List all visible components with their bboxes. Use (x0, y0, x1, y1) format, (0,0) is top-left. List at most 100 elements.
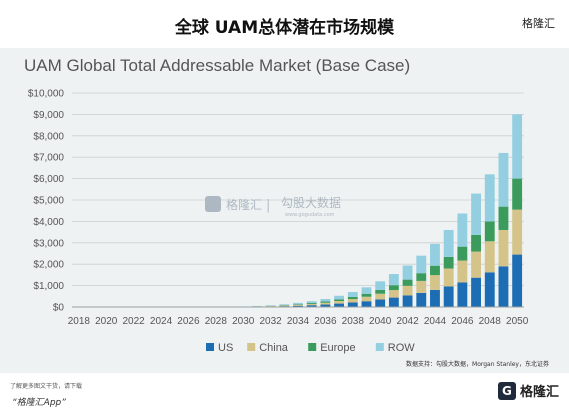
x-tick-label: 2042 (396, 316, 419, 327)
bar-europe-2034 (293, 304, 303, 305)
x-tick-label: 2024 (150, 316, 173, 327)
bar-chart: $0 $1,000 $2,000 $3,000 $4,000 $5,000 $6,000 $7… (28, 89, 529, 355)
bar-row-2038 (347, 292, 358, 297)
x-tick-label: 2038 (342, 316, 365, 327)
bar-row-2047 (471, 193, 481, 235)
bar-us-2050 (512, 254, 523, 307)
chart-panel: UAM Global Total Addressable Market (Bas… (0, 48, 569, 373)
bar-row-2050 (512, 114, 523, 179)
bar-europe-2044 (430, 265, 440, 276)
bar-row-2042 (402, 265, 413, 280)
bar-us-2036 (320, 304, 331, 307)
bar-europe-2042 (402, 279, 413, 286)
watermark-text: 勾股大数据 (281, 195, 341, 210)
logo-icon: G (497, 381, 516, 400)
app-name: “格隆汇App” (12, 398, 66, 408)
bar-us-2047 (471, 277, 481, 307)
bar-europe-2049 (498, 206, 509, 230)
bar-china-2035 (306, 303, 317, 306)
y-tick-label: $7,000 (33, 153, 64, 164)
watermark-logo-icon (205, 196, 221, 212)
brand-label: 格隆汇 (522, 17, 555, 30)
bar-china-2033 (279, 305, 290, 307)
bar-row-2032 (265, 305, 276, 306)
y-tick-label: $8,000 (33, 131, 64, 142)
y-tick-label: $5,000 (33, 196, 64, 207)
page-title: 全球 UAM总体潜在市场规模 (174, 18, 395, 38)
bar-us-2039 (361, 301, 372, 307)
legend-label-row: ROW (388, 342, 416, 354)
bar-china-2046 (457, 260, 468, 283)
source-note: 数据支持：勾股大数据，Morgan Stanley，东北证券 (406, 361, 549, 368)
bar-china-2048 (484, 241, 495, 273)
bar-row-2037 (334, 295, 345, 300)
bar-us-2046 (457, 282, 468, 307)
bar-row-2043 (416, 255, 427, 274)
bar-row-2033 (279, 304, 290, 306)
bar-china-2034 (293, 304, 303, 306)
bar-row-2039 (361, 287, 372, 294)
bar-row-2041 (388, 274, 399, 286)
bar-row-2034 (293, 302, 303, 305)
x-tick-label: 2036 (314, 316, 337, 327)
bar-us-2040 (375, 299, 386, 307)
x-tick-label: 2028 (205, 316, 228, 327)
bar-us-2048 (484, 272, 495, 307)
x-tick-label: 2022 (123, 316, 146, 327)
legend-swatch-europe (308, 343, 317, 351)
x-tick-label: 2044 (424, 316, 447, 327)
bar-china-2044 (430, 275, 440, 290)
y-tick-label: $9,000 (33, 110, 64, 121)
y-tick-label: $4,000 (33, 217, 64, 228)
bar-europe-2047 (471, 234, 481, 252)
bar-us-2043 (416, 292, 427, 307)
bar-us-2035 (306, 305, 317, 307)
y-tick-label: $2,000 (33, 260, 64, 271)
y-tick-label: $3,000 (33, 238, 64, 249)
bar-china-2037 (334, 301, 345, 304)
bar-china-2049 (498, 229, 509, 267)
bar-china-2038 (347, 299, 358, 303)
legend-label-europe: Europe (320, 342, 355, 354)
bar-us-2044 (430, 289, 440, 307)
chart-title: UAM Global Total Addressable Market (Bas… (24, 56, 411, 75)
watermark-logo-text: 格隆汇 (226, 197, 262, 212)
bar-europe-2050 (512, 178, 523, 210)
bar-row-2035 (306, 301, 317, 303)
bar-row-2045 (443, 229, 454, 257)
bar-row-2036 (320, 298, 331, 302)
bar-europe-2046 (457, 246, 468, 261)
bar-us-2037 (334, 303, 345, 307)
x-tick-label: 2030 (232, 316, 255, 327)
legend-swatch-us (206, 343, 214, 351)
x-tick-label: 2032 (259, 316, 282, 327)
bar-us-2041 (388, 297, 399, 307)
bar-europe-2037 (334, 299, 345, 302)
bar-europe-2036 (320, 301, 331, 303)
bar-china-2042 (402, 285, 413, 296)
bar-china-2050 (512, 209, 523, 255)
legend-swatch-china (247, 343, 256, 351)
y-tick-label: $10,000 (28, 89, 65, 100)
bar-row-2046 (457, 213, 468, 247)
bar-china-2039 (361, 296, 372, 302)
bar-europe-2045 (443, 256, 454, 269)
bar-china-2047 (471, 251, 481, 278)
bar-china-2040 (375, 293, 386, 300)
bar-us-2034 (293, 305, 303, 307)
legend-swatch-row (375, 343, 384, 351)
legend-label-us: US (218, 342, 233, 354)
download-hint: 了解更多图文干货，请下载 (10, 383, 83, 390)
title-bar: 全球 UAM总体潜在市场规模 格隆汇 (0, 0, 569, 48)
bar-us-2042 (402, 295, 413, 307)
legend-label-china: China (259, 342, 289, 354)
bar-china-2043 (416, 280, 427, 293)
x-tick-label: 2050 (506, 316, 529, 327)
footer: 了解更多图文干货，请下载 “格隆汇App” G 格隆汇 (0, 373, 569, 417)
bar-europe-2041 (388, 285, 399, 291)
bar-china-2036 (320, 302, 331, 305)
y-tick-label: $6,000 (33, 174, 64, 185)
bar-china-2041 (388, 290, 399, 298)
bar-china-2045 (443, 268, 454, 287)
x-tick-label: 2026 (177, 316, 200, 327)
